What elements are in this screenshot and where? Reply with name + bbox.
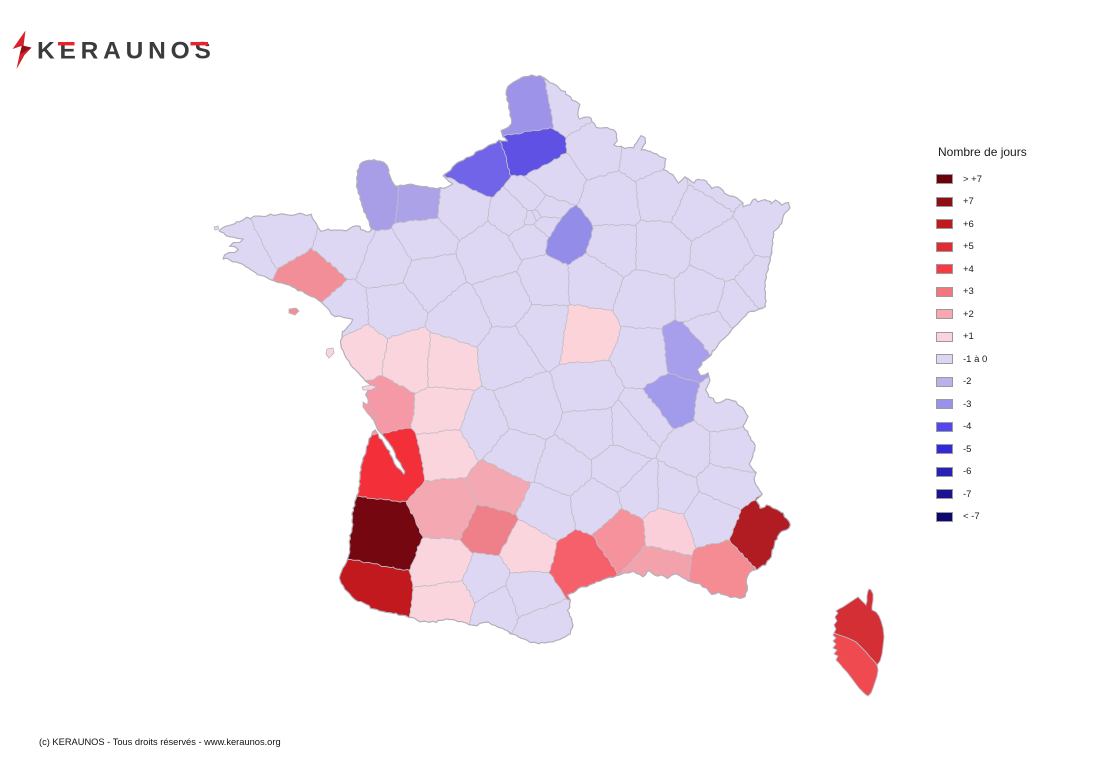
svg-text:KERAUNOS: KERAUNOS bbox=[37, 37, 216, 64]
